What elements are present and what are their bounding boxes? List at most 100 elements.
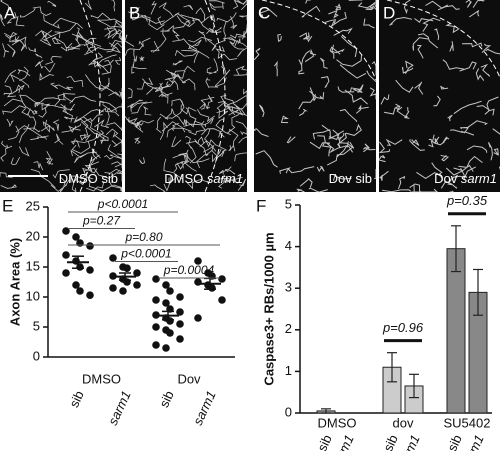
data-point [109,254,117,262]
data-point [176,335,184,343]
genotype: sib [355,171,372,186]
y-tick-label: 0 [33,348,40,363]
data-point [152,341,160,349]
group-label: Dov [177,371,201,386]
retina-edge [386,0,500,79]
data-point [76,239,84,247]
genotype: sib [101,171,118,186]
panel-label: Dov sarm1 [434,171,497,186]
axon-texture [124,0,248,193]
panel-letter: B [129,3,140,22]
data-point [72,233,80,241]
x-tick-label: sarm1 [105,388,134,427]
group-label: SU5402 [444,415,491,430]
data-point [194,257,202,265]
data-point [62,227,70,235]
y-axis-label: Axon Area (%) [7,238,22,326]
panel-label: DMSO sarm1 [164,171,243,186]
y-tick-label: 4 [285,238,292,253]
retina-edge [204,0,226,193]
data-point [162,299,170,307]
data-point [72,281,80,289]
data-point [152,275,160,283]
data-point [109,272,117,280]
p-value: p=0.0004 [163,263,215,277]
image-panel: C Dov sib [253,0,377,193]
data-point [109,284,117,292]
y-tick-label: 5 [33,318,40,333]
p-value: p=0.96 [382,320,424,335]
data-point [176,293,184,301]
data-point [86,266,94,274]
data-point [76,287,84,295]
group-label: DMSO [318,415,357,430]
data-point [162,344,170,352]
p-value: p=0.27 [82,214,121,228]
data-point [62,251,70,259]
x-tick-label: sib [66,388,87,409]
retina-edge [261,0,377,81]
data-point [166,287,174,295]
data-point [86,291,94,300]
panel-letter: E [2,196,13,215]
axon-texture [253,0,377,193]
data-point [166,329,174,337]
p-value: p=0.35 [446,193,488,208]
data-point [176,320,184,328]
panel-label: DMSO sib [59,171,118,186]
axon-texture [378,0,500,193]
data-point [133,281,141,289]
panel-letter: F [256,196,266,215]
data-point [62,269,70,277]
image-panel: A DMSO sib [0,0,123,193]
bar [446,248,466,414]
x-tick-label: sarm1 [190,388,219,427]
y-tick-label: 2 [285,321,292,336]
x-tick-label: sib [444,432,465,451]
axon-texture [0,0,123,193]
treatment: Dov [329,171,353,186]
treatment: Dov [434,171,458,186]
p-value: p<0.0001 [97,197,148,211]
x-tick-label: sib [314,432,335,451]
data-point [119,287,127,295]
image-panel: B DMSO sarm1 [124,0,248,193]
image-panel: D Dov sarm1 [378,0,500,193]
data-point [86,242,94,250]
y-tick-label: 25 [26,198,40,213]
data-point [162,281,170,289]
treatment: DMSO [59,171,98,186]
micrograph [0,0,122,192]
x-tick-label: sib [156,388,177,409]
p-value: p<0.0001 [120,247,171,261]
data-point [152,311,160,319]
y-tick-label: 20 [26,228,40,243]
y-tick-label: 15 [26,258,40,273]
panel-letter: A [4,3,16,22]
data-point [176,308,184,316]
y-axis-label: Caspase3+ RBs/1000 µm [261,232,276,385]
data-point [133,269,141,277]
panel-letter: D [383,3,395,22]
data-point [194,314,202,322]
genotype: sarm1 [461,171,497,186]
data-point [152,323,160,331]
y-tick-label: 10 [26,288,40,303]
y-tick-label: 0 [285,404,292,419]
data-point [218,275,226,283]
genotype: sarm1 [207,171,243,186]
retina-edge [79,0,101,193]
micrograph [379,0,500,192]
y-tick-label: 5 [285,196,292,211]
y-tick-label: 3 [285,280,292,295]
group-label: dov [393,415,414,430]
data-point [218,296,226,304]
y-tick-label: 1 [285,363,292,378]
group-label: DMSO [82,371,121,386]
data-point [152,296,160,304]
data-point [123,264,131,273]
panel-letter: C [258,3,270,22]
x-tick-label: sib [380,432,401,451]
p-value: p=0.80 [124,230,162,244]
